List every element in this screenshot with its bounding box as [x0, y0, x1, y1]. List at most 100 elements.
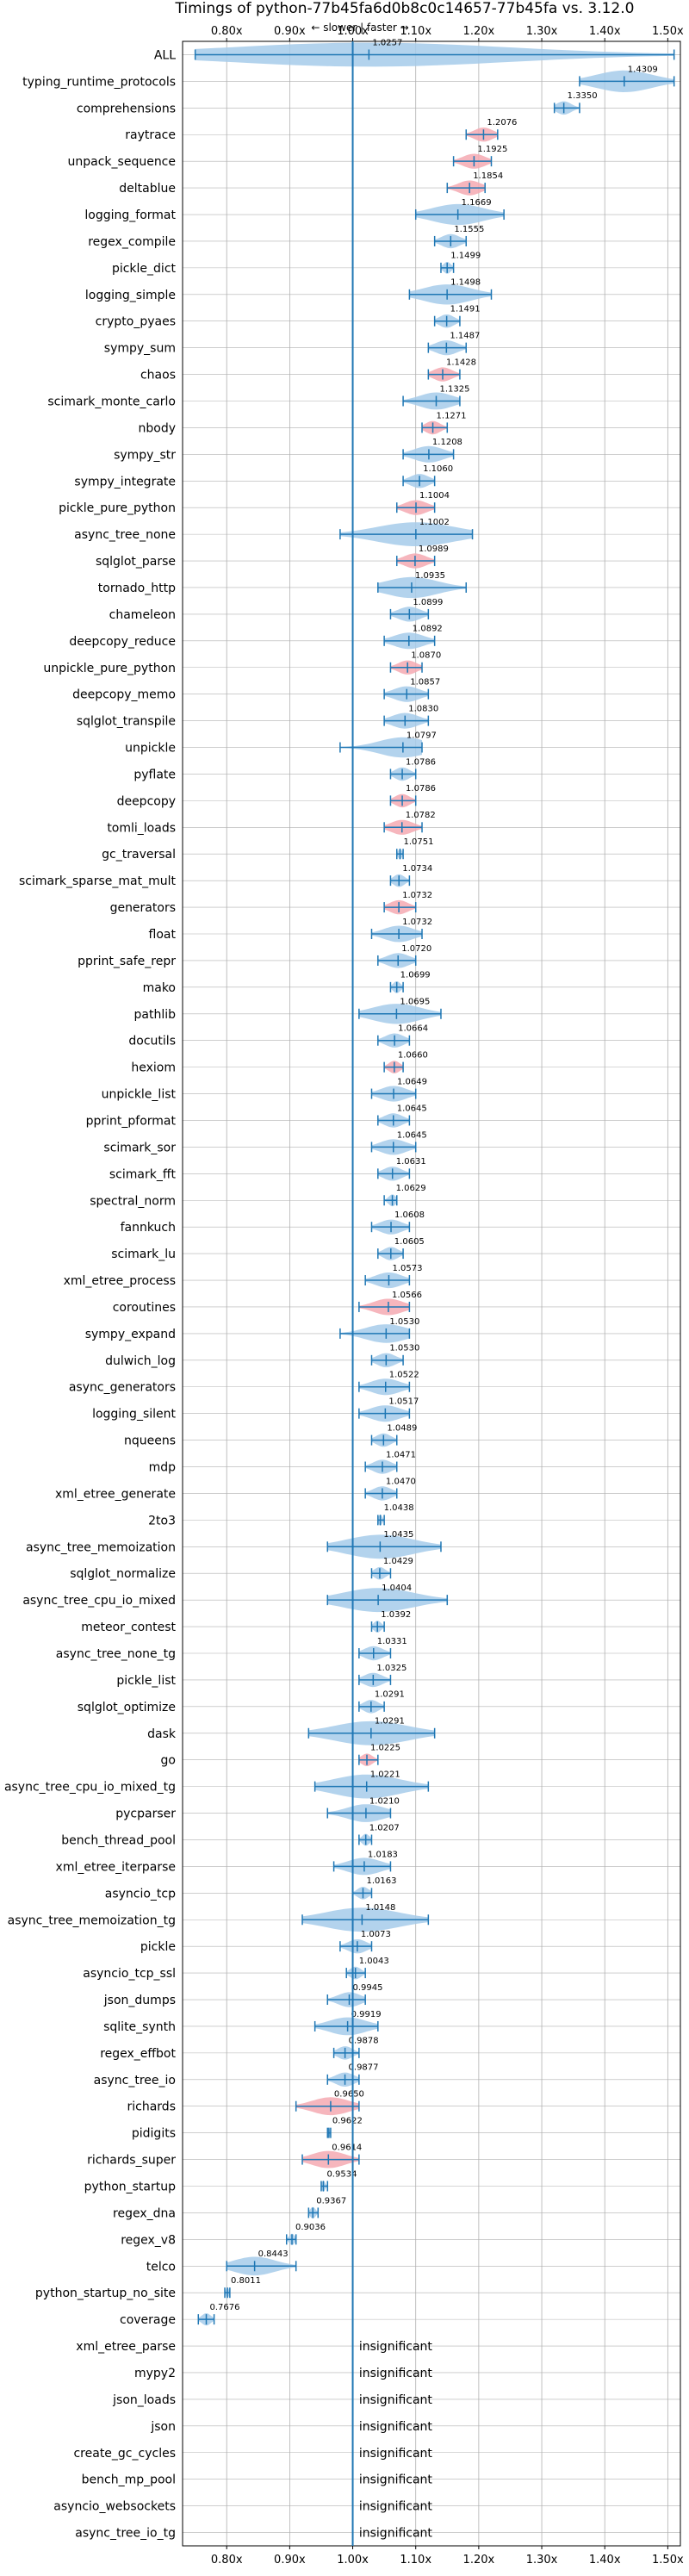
value-label: 1.0857	[410, 678, 440, 688]
row-label: richards_super	[87, 2154, 176, 2168]
benchmark-row: coverage 0.7676	[120, 2303, 240, 2327]
insignificant-row: xml_etree_parse insignificant	[76, 2340, 432, 2354]
benchmark-row: unpickle_pure_python 1.0870	[43, 651, 441, 675]
value-label: 1.0517	[388, 1397, 419, 1407]
tick-label-top: 0.80x	[211, 25, 243, 38]
tick-label-top: 1.20x	[463, 25, 495, 38]
insignificant-row: mypy2 insignificant	[134, 2367, 432, 2380]
value-label: 1.0257	[372, 38, 402, 47]
axis-ticks: 0.80x 0.80x 0.90x 0.90x 1.00x 1.00x 1.10x 1.10x…	[211, 25, 684, 2567]
row-label: sympy_expand	[85, 1328, 176, 1341]
row-label: gc_traversal	[102, 848, 176, 862]
benchmark-row: raytrace 1.2076	[125, 118, 517, 142]
benchmark-row: pprint_pformat 1.0645	[86, 1104, 427, 1128]
benchmark-row: scimark_monte_carlo 1.1325	[47, 384, 469, 410]
value-label: 1.0720	[401, 944, 431, 954]
row-label: sympy_sum	[104, 342, 176, 356]
row-label: unpickle_list	[102, 1088, 177, 1102]
row-label: sqlglot_parse	[96, 555, 176, 569]
value-label: 1.0073	[361, 1930, 391, 1939]
value-label: 1.0699	[400, 971, 431, 980]
tick-label-bottom: 1.10x	[400, 2554, 431, 2567]
row-label: async_tree_memoization	[26, 1540, 176, 1554]
value-label: 0.7676	[210, 2303, 240, 2312]
tick-label-top: 0.90x	[274, 25, 306, 38]
row-label: docutils	[128, 1035, 176, 1048]
benchmark-row: comprehensions 1.3350	[77, 91, 598, 115]
value-label: 1.0645	[397, 1104, 427, 1113]
row-label: hexiom	[131, 1061, 176, 1075]
row-label: scimark_sor	[103, 1141, 176, 1154]
value-label: 1.1428	[446, 358, 476, 367]
value-label: 1.0392	[381, 1610, 411, 1620]
benchmark-row: richards_super 0.9614	[87, 2143, 362, 2168]
benchmark-row: asyncio_tcp_ssl 1.0043	[83, 1957, 388, 1981]
row-label: pyflate	[133, 768, 176, 781]
insignificant-label: insignificant	[359, 2367, 433, 2380]
benchmark-row: deepcopy 1.0786	[117, 784, 436, 808]
value-label: 1.1555	[454, 225, 484, 234]
row-label: nbody	[139, 421, 177, 435]
insignificant-label: insignificant	[359, 2393, 433, 2407]
row-label: crypto_pyaes	[96, 315, 176, 329]
benchmark-row: ALL 1.0257	[154, 38, 675, 67]
benchmark-row: unpickle_list 1.0649	[102, 1077, 427, 1102]
row-label: raytrace	[125, 128, 176, 142]
benchmark-row: async_tree_cpu_io_mixed 1.0404	[22, 1584, 449, 1613]
benchmark-row: sqlglot_optimize 1.0291	[78, 1690, 405, 1714]
benchmark-row: pickle_pure_python 1.1004	[59, 491, 450, 515]
value-label: 1.0734	[402, 864, 432, 874]
benchmark-row: pycparser 1.0210	[115, 1796, 400, 1822]
value-label: 1.0573	[392, 1264, 422, 1273]
value-label: 1.0291	[375, 1690, 405, 1700]
value-label: 1.0404	[382, 1584, 412, 1593]
row-label: async_tree_cpu_io_mixed_tg	[4, 1781, 176, 1795]
benchmark-row: logging_simple 1.1498	[85, 278, 493, 305]
benchmark-row: pathlib 1.0695	[134, 998, 442, 1024]
row-label: async_tree_io	[94, 2074, 176, 2088]
benchmark-row: typing_runtime_protocols 1.4309	[22, 65, 675, 92]
benchmark-row: pickle 1.0073	[140, 1930, 391, 1954]
benchmark-row: dask 1.0291	[147, 1717, 436, 1745]
benchmark-row: sympy_sum 1.1487	[104, 332, 481, 356]
value-label: 1.0325	[376, 1664, 407, 1673]
benchmark-row: nqueens 1.0489	[124, 1423, 417, 1447]
benchmark-row: json_dumps 0.9945	[103, 1983, 383, 2007]
row-label: logging_format	[84, 208, 176, 222]
row-label: asyncio_tcp_ssl	[83, 1967, 176, 1981]
benchmark-rows: ALL 1.0257 typing_runtime_protocols 1.4309 c…	[4, 38, 675, 2541]
row-label: async_tree_memoization_tg	[8, 1913, 176, 1927]
benchmark-row: sympy_str 1.1208	[114, 438, 462, 463]
row-label: dask	[147, 1727, 177, 1741]
benchmark-row: mdp 1.0471	[149, 1450, 416, 1474]
benchmark-row: tomli_loads 1.0782	[107, 811, 435, 835]
row-label: pathlib	[134, 1008, 177, 1022]
row-label: float	[149, 928, 177, 942]
benchmark-row: go 1.0225	[161, 1744, 400, 1768]
value-label: 1.1325	[439, 384, 469, 394]
value-label: 1.1669	[462, 198, 492, 208]
row-label: sympy_integrate	[74, 475, 176, 488]
row-label: typing_runtime_protocols	[22, 75, 176, 89]
row-label: meteor_contest	[81, 1621, 176, 1634]
benchmark-row: scimark_sor 1.0645	[103, 1130, 427, 1155]
row-label: async_tree_cpu_io_mixed	[22, 1594, 176, 1608]
benchmark-row: pickle_list 1.0325	[116, 1664, 407, 1688]
row-label: sqlglot_normalize	[70, 1567, 176, 1581]
benchmark-row: generators 1.0732	[110, 891, 433, 915]
row-label: spectral_norm	[90, 1194, 176, 1208]
value-label: 0.9036	[295, 2223, 326, 2232]
value-label: 1.0797	[407, 731, 437, 740]
value-label: 1.0732	[402, 891, 432, 900]
row-label: tomli_loads	[107, 821, 176, 835]
row-label: logging_simple	[85, 289, 176, 302]
value-label: 1.1499	[450, 252, 481, 261]
value-label: 0.9878	[349, 2037, 379, 2046]
insignificant-label: insignificant	[359, 2500, 433, 2514]
value-label: 1.0830	[408, 704, 438, 713]
value-label: 1.1487	[450, 332, 480, 341]
benchmark-row: async_tree_none_tg 1.0331	[56, 1637, 407, 1661]
tick-label-top: 1.50x	[652, 25, 684, 38]
insignificant-label: insignificant	[359, 2447, 433, 2461]
